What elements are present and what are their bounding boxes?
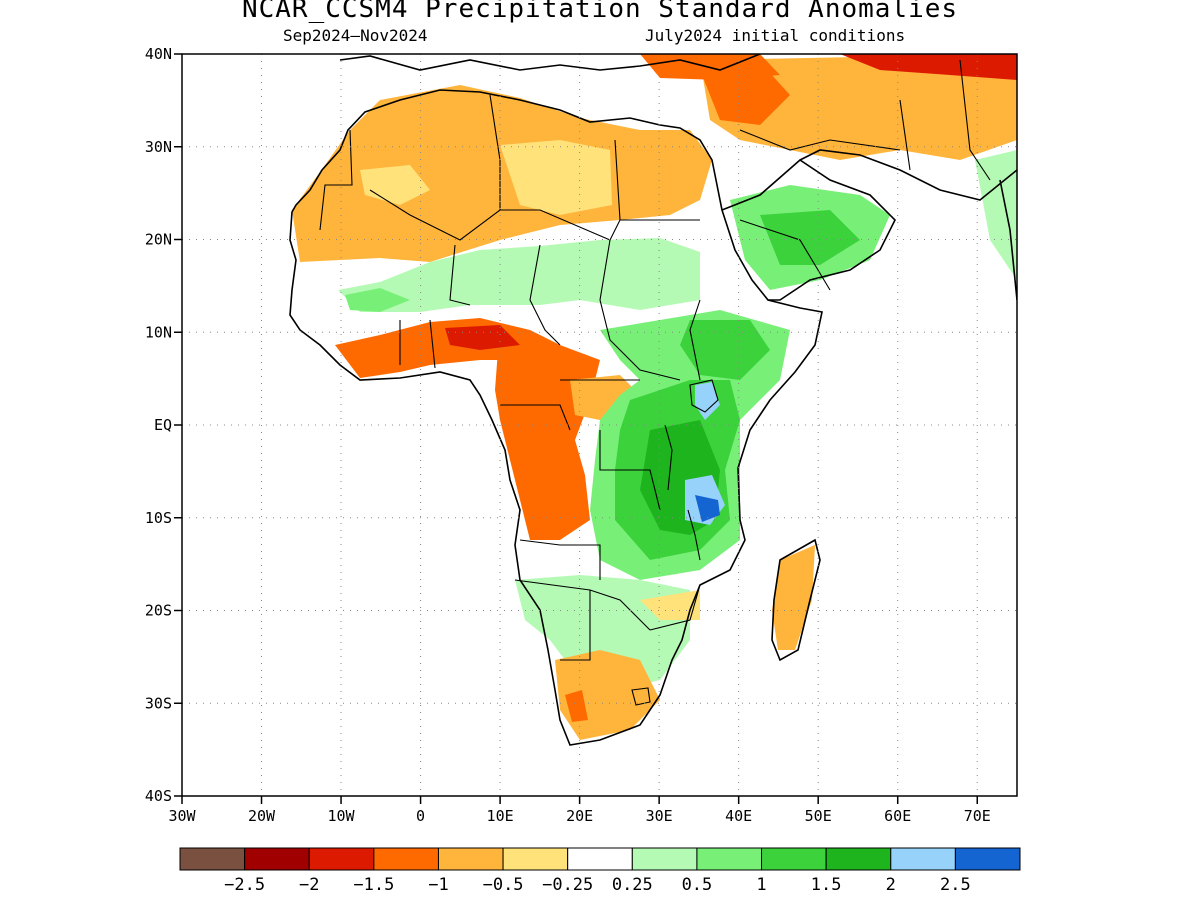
lon-tick-label: 30W — [168, 807, 196, 825]
map-title: NCAR_CCSM4 Precipitation Standard Anomal… — [241, 0, 959, 24]
lat-tick-label: EQ — [154, 416, 172, 434]
border-line — [519, 539, 601, 580]
colorbar-label: −0.25 — [542, 875, 593, 895]
madagascar-coastline — [771, 538, 821, 662]
border-line — [514, 579, 651, 631]
axis-ticks: 40N 30N 20N 10N EQ 10S 20S 30S 40S 30W 20W 10W 0 10E 2… — [145, 45, 991, 825]
lon-tick-label: 40E — [725, 807, 752, 825]
grid — [182, 54, 1017, 796]
lon-tick-label: 60E — [884, 807, 911, 825]
colorbar-label: −0.5 — [483, 875, 524, 895]
border-line — [899, 99, 911, 171]
anomaly-region-cape-dry — [565, 690, 588, 722]
anomaly-region-middle-east-dry — [700, 54, 1017, 160]
lat-tick-label: 20S — [145, 602, 172, 620]
border-line — [649, 584, 701, 631]
initial-conditions-subtitle: July2024 initial conditions — [645, 26, 906, 45]
border-line — [500, 404, 571, 431]
anomaly-region-libya-light — [500, 140, 612, 215]
colorbar-label: 2 — [886, 875, 896, 895]
lat-tick-label: 10N — [145, 323, 172, 341]
border-line — [449, 244, 471, 306]
anomaly-region-madagascar-dry — [772, 545, 815, 650]
colorbar-swatch — [244, 847, 310, 871]
colorbar-label: 1.5 — [811, 875, 842, 895]
border-line — [689, 299, 701, 381]
colorbar-label: 0.25 — [612, 875, 653, 895]
anomaly-region-india-wet — [975, 150, 1017, 280]
lat-tick-label: 40S — [145, 787, 172, 805]
anomaly-region-sahel-wet2 — [345, 288, 410, 312]
colorbar-label: 2.5 — [940, 875, 971, 895]
border-line — [560, 590, 591, 661]
border-line — [599, 139, 621, 301]
season-subtitle: Sep2024–Nov2024 — [283, 26, 428, 45]
india-coastline — [999, 179, 1017, 301]
border-line — [739, 129, 901, 151]
colorbar-label: −2 — [299, 875, 319, 895]
colorbar-swatch — [308, 847, 375, 871]
border-line — [599, 299, 681, 381]
arabia-coastline — [721, 158, 896, 301]
colorbar-label: 0.5 — [682, 875, 713, 895]
lat-tick-label: 10S — [145, 509, 172, 527]
anomaly-region-north-dry — [840, 54, 1017, 80]
border-line — [959, 59, 991, 181]
lon-tick-label: 50E — [805, 807, 832, 825]
border-line — [599, 430, 661, 511]
colorbar-swatch — [631, 847, 698, 871]
lat-tick-label: 20N — [145, 231, 172, 249]
border-line — [319, 129, 353, 231]
persian-gulf-coastline — [799, 149, 1017, 201]
anomaly-region-tanzania-peak — [695, 495, 720, 522]
anomaly-region-congo-light — [570, 375, 640, 420]
colorbar-swatch — [825, 847, 892, 871]
colorbar-swatch — [179, 847, 246, 871]
colorbar-swatch — [761, 847, 827, 871]
anomaly-region-sahel-wet — [338, 238, 700, 312]
colorbar-label: 1 — [756, 875, 766, 895]
lon-tick-label: 10W — [328, 807, 356, 825]
colorbar-label: −2.5 — [224, 875, 265, 895]
lon-tick-label: 10E — [487, 807, 514, 825]
anomaly-region-arabia-wet2 — [760, 210, 860, 265]
colorbar-swatch — [502, 847, 569, 871]
europe-coastline — [339, 54, 761, 71]
border-line — [739, 219, 831, 291]
colorbar: −2.5 −2 −1.5 −1 −0.5 −0.25 0.25 0.5 1 1.5 2 2.5 — [179, 847, 1021, 895]
lat-tick-label: 30S — [145, 694, 172, 712]
colorbar-swatch — [954, 847, 1021, 871]
anomaly-region-nigeria-dry — [445, 325, 520, 350]
colorbar-swatch — [437, 847, 504, 871]
lat-tick-label: 30N — [145, 138, 172, 156]
colorbar-swatch — [696, 847, 763, 871]
border-line — [529, 244, 561, 346]
colorbar-label: −1 — [428, 875, 448, 895]
lon-tick-label: 0 — [416, 807, 425, 825]
colorbar-swatch — [373, 847, 439, 871]
country-borders — [319, 59, 991, 706]
lon-tick-label: 20E — [566, 807, 593, 825]
lake-victoria-outline — [689, 379, 719, 413]
lat-tick-label: 40N — [145, 45, 172, 63]
lake-malawi-outline — [687, 509, 701, 561]
border-line — [369, 189, 611, 241]
lon-tick-label: 20W — [248, 807, 276, 825]
africa-coastline — [289, 89, 823, 746]
colorbar-swatch — [567, 847, 633, 871]
anomaly-region-congo-dry — [495, 345, 600, 540]
lesotho-outline — [631, 687, 651, 706]
colorbar-swatch — [890, 847, 956, 871]
border-line — [429, 319, 436, 369]
anomaly-region-ethiopia-wet — [680, 320, 770, 380]
anomaly-region-north-africa-dry — [292, 85, 712, 262]
lon-tick-label: 70E — [964, 807, 991, 825]
anomaly-region-mozambique-dry — [640, 590, 700, 620]
lake-tanganyika-outline — [664, 424, 673, 491]
lon-tick-label: 30E — [646, 807, 673, 825]
colorbar-label: −1.5 — [353, 875, 394, 895]
coastlines — [289, 54, 1017, 746]
